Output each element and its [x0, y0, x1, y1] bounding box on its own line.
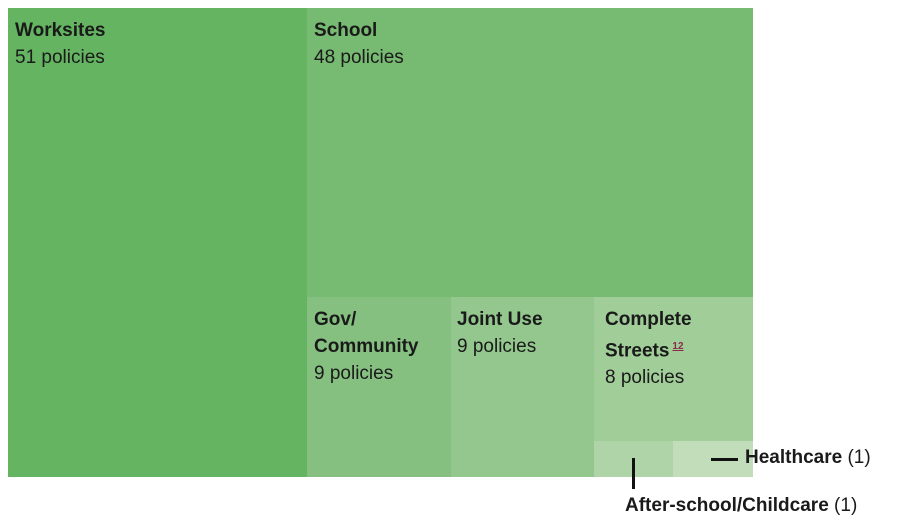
tile-gov-community: Gov/ Community 9 policies	[307, 297, 451, 477]
tile-complete-streets-name: Complete Streets 12	[605, 306, 725, 364]
footnote-link-12[interactable]: 12	[672, 341, 684, 352]
callout-after-school-name: After-school/Childcare	[625, 495, 829, 516]
tile-joint-use: Joint Use 9 policies	[451, 297, 594, 477]
tile-school-name: School	[314, 20, 378, 41]
callout-healthcare-name: Healthcare	[745, 447, 843, 468]
tile-joint-use-name: Joint Use	[457, 309, 543, 330]
tile-complete-streets-label: Complete Streets 12 8 policies	[605, 306, 725, 391]
tile-complete-streets-count: 8 policies	[605, 367, 685, 389]
callout-healthcare: Healthcare (1)	[745, 446, 871, 470]
tile-worksites-count: 51 policies	[15, 47, 105, 68]
tile-gov-community-count: 9 policies	[314, 363, 394, 384]
tile-joint-use-count: 9 policies	[457, 336, 537, 357]
tile-complete-streets-name-text: Complete Streets	[605, 309, 692, 362]
tile-complete-streets: Complete Streets 12 8 policies	[594, 297, 753, 441]
tile-worksites-name: Worksites	[15, 20, 106, 41]
tile-school: School 48 policies	[307, 8, 753, 297]
tile-worksites-label: Worksites 51 policies	[15, 17, 105, 71]
tile-gov-community-label: Gov/ Community 9 policies	[314, 306, 449, 387]
callout-healthcare-count: (1)	[847, 447, 871, 468]
callout-line-healthcare	[711, 458, 738, 461]
callout-after-school-count: (1)	[834, 495, 858, 516]
tile-school-label: School 48 policies	[314, 17, 404, 71]
tile-joint-use-label: Joint Use 9 policies	[457, 306, 543, 360]
tile-gov-community-name: Gov/ Community	[314, 309, 419, 357]
tile-school-count: 48 policies	[314, 47, 404, 68]
tile-worksites: Worksites 51 policies	[8, 8, 307, 477]
callout-after-school: After-school/Childcare (1)	[625, 494, 857, 518]
callout-line-after-school	[632, 458, 635, 489]
